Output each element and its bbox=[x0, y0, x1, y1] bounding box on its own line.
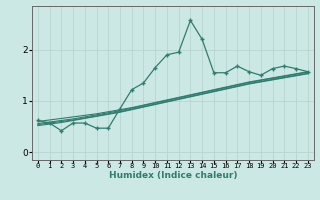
X-axis label: Humidex (Indice chaleur): Humidex (Indice chaleur) bbox=[108, 171, 237, 180]
